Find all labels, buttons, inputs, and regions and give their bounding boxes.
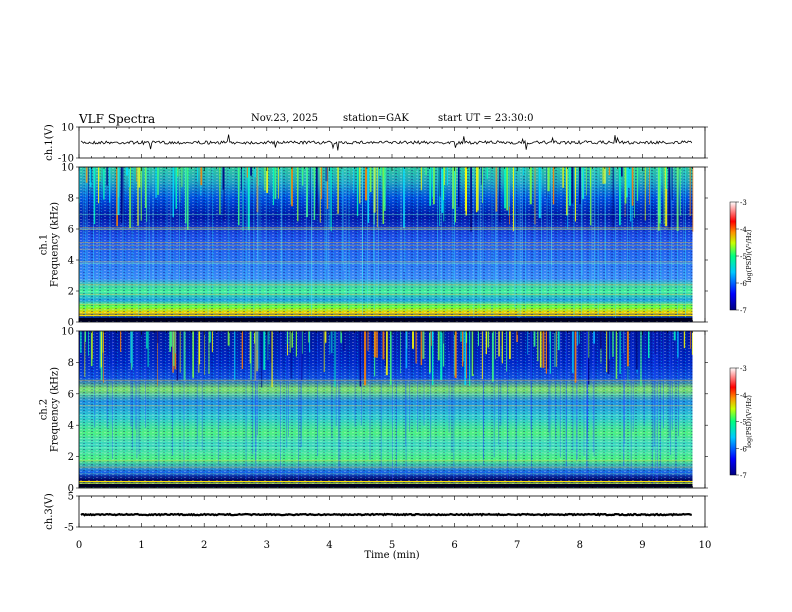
ch2-colorbar-tick-4: -7 [740,472,747,480]
ch1-ylabel-0: ch.1 [39,234,50,256]
ch2-colorbar [729,367,737,476]
ch1-ytick-tick-5: 10 [61,163,74,174]
x-tick-2: 2 [201,540,207,551]
ch3-ytick-tick-1: -5 [64,523,74,534]
ch2-ytick-tick-5: 10 [61,327,74,338]
ch3-ylabel: ch.3(V) [44,493,55,530]
x-tick-4: 4 [326,540,332,551]
x-tick-3: 3 [264,540,270,551]
ch2-ylabel-1: Frequency (kHz) [50,367,61,452]
ch1-ytick-tick-4: 8 [68,194,74,205]
ch1-colorbar-tick-2: -5 [740,253,747,261]
ch1-waveform [80,134,693,151]
ch1-ytick-tick-3: 6 [68,225,74,236]
ch1-colorbar-tick-4: -7 [740,307,747,315]
ch1-colorbar-label: log(PSD)(V²/Hz) [745,229,753,282]
ch2-ytick-tick-1: 2 [68,452,74,463]
ch2-ytick-tick-2: 4 [68,421,74,432]
ch2-colorbar-tick-3: -6 [740,445,747,453]
station-label: station=GAK [343,113,409,124]
ch1-ytick-tick-0: 0 [68,318,74,329]
x-tick-1: 1 [138,540,144,551]
ch3-ytick-tick-0: 5 [68,492,74,503]
ch1-ylabel-1: Frequency (kHz) [50,202,61,287]
ch2-ylabel-0: ch.2 [39,399,50,421]
x-tick-9: 9 [639,540,645,551]
x-tick-7: 7 [514,540,520,551]
x-tick-10: 10 [699,540,712,551]
ch2-colorbar-tick-2: -5 [740,419,747,427]
ch2-colorbar-tick-1: -4 [740,392,747,400]
ch2-ytick-tick-0: 0 [68,484,74,495]
ch1-colorbar-tick-3: -6 [740,280,747,288]
ch1-ytick-tick-1: 2 [68,287,74,298]
ch2-ytick-tick-4: 8 [68,358,74,369]
ch3-frame [78,495,706,528]
ch1-ytick-tick-1: -10 [58,154,74,165]
ch2-colorbar-label: log(PSD)(V²/Hz) [745,395,753,448]
chart-title: VLF Spectra [79,112,156,126]
x-tick-8: 8 [577,540,583,551]
ch3-waveform [80,512,692,517]
ch2-ytick-tick-3: 6 [68,389,74,400]
ch1-ylabel: ch.1(V) [44,124,55,161]
x-tick-6: 6 [451,540,457,551]
ch1-colorbar-tick-0: -3 [740,199,747,207]
ch1-ytick-tick-0: 10 [61,123,74,134]
ch1-ytick-tick-2: 4 [68,256,74,267]
start-time-label: start UT = 23:30:0 [438,113,534,124]
observation-date: Nov.23, 2025 [251,113,318,124]
ch1-colorbar-tick-1: -4 [740,226,747,234]
ch1-colorbar [729,201,737,311]
x-tick-5: 5 [389,540,395,551]
ch2-colorbar-tick-0: -3 [740,365,747,373]
x-axis-label: Time (min) [364,550,419,561]
x-tick-0: 0 [76,540,82,551]
